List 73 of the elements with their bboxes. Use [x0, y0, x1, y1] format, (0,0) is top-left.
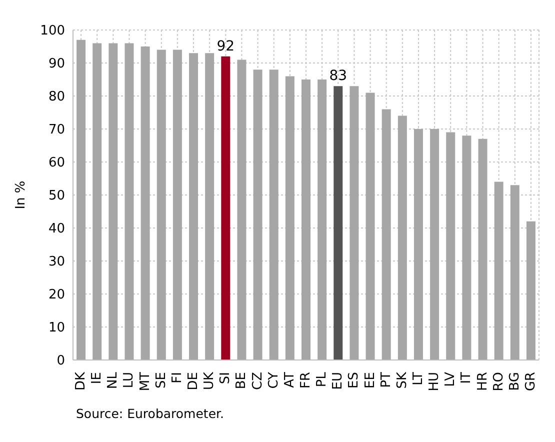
- x-tick-label: CZ: [250, 372, 266, 390]
- x-tick-label: LT: [410, 372, 426, 386]
- x-tick-label: BG: [507, 372, 522, 391]
- x-tick-label: AT: [282, 372, 298, 388]
- bar: [510, 185, 520, 360]
- x-tick-label: DK: [74, 372, 89, 391]
- x-tick-label: NL: [106, 371, 121, 389]
- bar: [302, 80, 310, 360]
- source-note: Source: Eurobarometer.: [76, 406, 224, 421]
- bar: [382, 109, 391, 360]
- bar: [350, 86, 359, 360]
- bar: [92, 43, 102, 360]
- bar: [334, 86, 343, 360]
- x-tick-label: LV: [443, 372, 458, 387]
- y-tick-label: 0: [56, 354, 65, 369]
- bar: [285, 76, 294, 360]
- bar: [205, 53, 214, 360]
- x-tick-label: HU: [427, 372, 442, 392]
- y-tick-label: 30: [48, 254, 65, 270]
- bar: [478, 138, 488, 360]
- bar: [124, 43, 134, 360]
- data-label: 83: [329, 68, 348, 84]
- x-tick-label: ES: [346, 372, 362, 388]
- bar: [172, 50, 182, 360]
- x-tick-label: SI: [218, 372, 234, 384]
- bar: [318, 80, 327, 360]
- bar: [462, 136, 472, 360]
- bar: [414, 129, 423, 360]
- bar: [156, 50, 166, 360]
- x-tick-label: RO: [491, 372, 506, 392]
- x-tick-label: FR: [298, 372, 314, 389]
- bar: [269, 70, 278, 360]
- bar: [366, 92, 375, 360]
- bar: [398, 116, 407, 360]
- y-tick-label: 100: [40, 24, 65, 39]
- bar: [237, 60, 246, 360]
- x-tick-label: EU: [330, 372, 346, 390]
- y-tick-label: 60: [48, 156, 65, 171]
- bar: [526, 221, 536, 360]
- bar: [189, 53, 198, 360]
- bar: [140, 46, 150, 360]
- x-tick-label: HR: [475, 372, 490, 391]
- x-tick-label: MT: [138, 372, 153, 392]
- y-tick-label: 70: [48, 122, 65, 138]
- x-tick-label: CY: [266, 372, 282, 389]
- bar: [253, 70, 262, 360]
- x-tick-label: EE: [362, 372, 378, 388]
- x-tick-label: UK: [202, 372, 218, 390]
- x-tick-label: PT: [378, 372, 394, 388]
- bar: [76, 40, 86, 360]
- x-tick-label: IT: [459, 372, 474, 384]
- y-tick-label: 20: [48, 288, 65, 303]
- x-tick-label: FI: [170, 372, 185, 384]
- bar: [221, 56, 230, 360]
- bar: [494, 182, 504, 360]
- x-tick-label: SE: [154, 372, 169, 388]
- y-tick-label: 90: [48, 56, 65, 72]
- bar: [108, 43, 118, 360]
- x-tick-label: BE: [234, 372, 250, 390]
- x-tick-label: SK: [394, 372, 410, 389]
- y-tick-label: 10: [48, 320, 65, 336]
- bar: [446, 132, 456, 360]
- y-axis-title: In %: [14, 180, 29, 210]
- data-label: 92: [216, 38, 235, 54]
- bar: [430, 129, 440, 360]
- x-tick-label: IE: [90, 372, 105, 384]
- x-tick-label: PL: [314, 371, 330, 388]
- x-tick-label: DE: [186, 372, 202, 390]
- y-tick-label: 50: [48, 188, 65, 204]
- y-tick-label: 80: [48, 90, 65, 105]
- x-tick-label: LU: [122, 372, 137, 388]
- y-tick-label: 40: [48, 222, 65, 237]
- x-tick-label: GR: [523, 372, 538, 392]
